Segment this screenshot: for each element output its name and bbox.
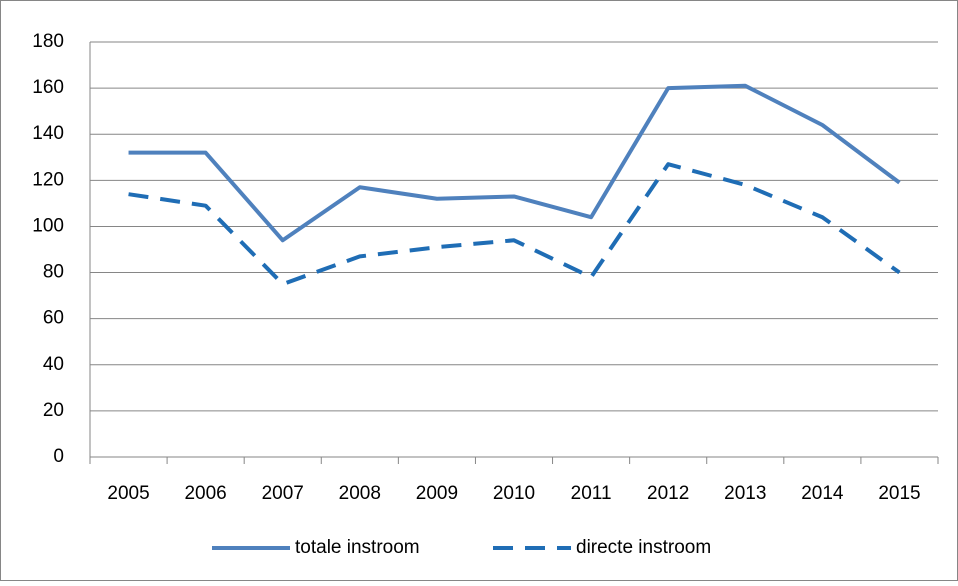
x-tick-label: 2005 (107, 483, 149, 504)
x-tick-label: 2011 (571, 483, 612, 504)
x-tick-label: 2009 (416, 483, 458, 504)
y-tick-label: 160 (32, 77, 64, 98)
y-tick-label: 140 (32, 123, 64, 144)
x-tick-label: 2006 (184, 483, 226, 504)
y-tick-label: 100 (32, 215, 64, 236)
y-tick-label: 40 (43, 354, 64, 375)
x-tick-label: 2008 (339, 483, 381, 504)
y-tick-label: 0 (53, 446, 64, 467)
x-tick-label: 2014 (801, 483, 844, 504)
x-tick-label: 2010 (493, 483, 535, 504)
y-tick-label: 20 (43, 400, 64, 421)
series-line (128, 162, 901, 287)
x-tick-label: 2013 (724, 483, 766, 504)
legend-label: directe instroom (576, 537, 711, 558)
series-line (128, 83, 901, 243)
x-tick-label: 2007 (262, 483, 304, 504)
legend-label: totale instroom (295, 537, 420, 558)
y-tick-label: 180 (32, 31, 64, 52)
y-tick-label: 120 (32, 169, 64, 190)
x-tick-label: 2012 (647, 483, 689, 504)
x-tick-label: 2015 (878, 483, 920, 504)
y-tick-label: 80 (43, 262, 64, 283)
y-tick-label: 60 (43, 308, 64, 329)
